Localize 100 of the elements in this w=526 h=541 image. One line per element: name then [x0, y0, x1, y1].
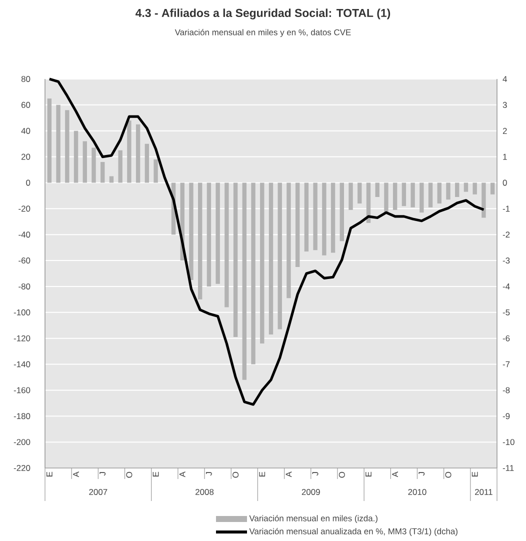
y-tick-label: -100: [14, 309, 30, 316]
bar: [189, 182, 194, 280]
legend-label: Variación mensual anualizada en %, MM3 (T3/1) (dcha): [249, 528, 458, 536]
y2-tick-label: -7: [502, 361, 510, 368]
bar: [358, 182, 362, 204]
bar: [375, 182, 380, 197]
bar: [198, 182, 202, 300]
bar: [464, 182, 468, 192]
bar: [242, 182, 247, 380]
y2-tick-label: -1: [502, 206, 510, 212]
bar: [313, 182, 318, 250]
bar: [65, 110, 70, 183]
y2-tick-label: -5: [502, 309, 510, 316]
y2-tick-label: 2: [502, 128, 507, 134]
bar: [56, 104, 60, 183]
y-tick-label: 0: [26, 180, 30, 186]
bar: [437, 182, 442, 204]
bar: [118, 150, 122, 183]
bar: [304, 182, 309, 252]
bar: [92, 148, 96, 183]
bar: [295, 182, 300, 268]
y-tick-label: -20: [18, 206, 30, 212]
bar: [472, 182, 477, 194]
bar: [278, 182, 282, 330]
y2-tick-label: 3: [502, 102, 507, 108]
x-tick-label: E: [152, 472, 159, 476]
x-tick-label: J: [100, 472, 106, 476]
y-tick-label: 40: [21, 128, 30, 134]
bar: [330, 182, 336, 253]
bar: [428, 182, 433, 208]
bar: [384, 182, 388, 213]
bar: [74, 130, 78, 183]
bar: [251, 182, 256, 364]
bar: [100, 162, 105, 183]
y-tick-label: -180: [14, 413, 30, 420]
y-tick-label: -200: [14, 439, 30, 446]
y2-tick-label: -6: [502, 335, 510, 342]
x-tick-label: E: [46, 472, 52, 476]
y-tick-label: 20: [21, 154, 30, 160]
bar: [490, 182, 495, 194]
bar: [392, 182, 398, 210]
y-tick-label: 60: [22, 102, 30, 108]
bar: [136, 124, 140, 183]
x-tick-label: O: [338, 472, 345, 478]
bar: [260, 182, 264, 344]
bar: [47, 98, 52, 183]
y-tick-label: -60: [18, 258, 30, 264]
text: 2011: [475, 489, 492, 495]
bar: [127, 120, 132, 183]
bar: [322, 182, 326, 256]
x-tick-label: O: [232, 472, 239, 478]
x-tick-label: E: [259, 472, 266, 476]
bar: [224, 182, 229, 308]
bar: [82, 141, 87, 183]
bar: [154, 159, 158, 183]
y2-tick-label: -2: [502, 232, 510, 238]
y-tick-label: -80: [18, 283, 30, 290]
x-tick-label: E: [472, 472, 478, 476]
x-tick-label: E: [366, 472, 372, 476]
y-tick-label: -220: [14, 465, 30, 471]
bar: [340, 182, 344, 242]
bar: [482, 182, 486, 218]
text: 2007: [89, 489, 108, 495]
x-tick-label: A: [73, 472, 79, 478]
bar: [286, 182, 291, 298]
bar: [455, 182, 460, 197]
x-tick-label: J: [418, 472, 425, 476]
y2-tick-label: 0: [502, 180, 507, 186]
chart-subtitle: Variación mensual en miles y en %, datos CVE: [174, 29, 351, 37]
text: 2010: [408, 489, 426, 495]
y-tick-label: -120: [14, 335, 30, 342]
bar: [410, 182, 415, 208]
y-tick-label: 80: [21, 76, 30, 82]
x-tick-label: J: [312, 472, 318, 476]
y2-tick-label: -11: [502, 465, 514, 471]
bar: [348, 182, 353, 210]
bar: [109, 176, 114, 183]
y2-tick-label: -8: [502, 387, 510, 394]
bar: [402, 182, 406, 206]
y2-tick-label: -10: [502, 439, 514, 446]
chart-title: 4.3 - Afiliados a la Seguridad Social: TOTAL (1): [136, 8, 390, 20]
y2-tick-label: -3: [502, 258, 510, 264]
x-tick-label: O: [445, 472, 452, 478]
y2-tick-label: -9: [502, 413, 510, 420]
bar: [446, 182, 450, 200]
y2-tick-label: -4: [502, 284, 510, 290]
text: 2009: [302, 489, 320, 495]
bar: [206, 182, 212, 286]
text: 2008: [196, 489, 214, 495]
x-tick-label: O: [126, 472, 132, 478]
y-tick-label: -40: [18, 232, 30, 238]
bar: [216, 182, 220, 284]
bar: [268, 182, 274, 334]
legend-label: Variación mensual en miles (izda.): [249, 515, 378, 523]
bar: [420, 182, 424, 213]
line-series: [48, 78, 485, 406]
x-tick-label: A: [286, 472, 292, 478]
x-tick-label: J: [206, 472, 212, 476]
x-tick-label: A: [392, 472, 398, 478]
bar: [144, 144, 150, 183]
